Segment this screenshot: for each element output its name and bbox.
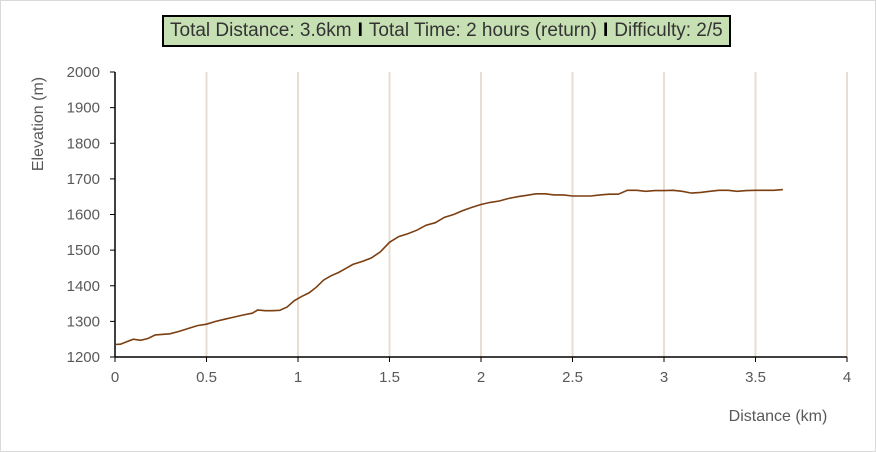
x-tick-label: 0.5 (196, 369, 217, 386)
y-tick-label: 1700 (67, 171, 100, 188)
x-tick-label: 0 (111, 369, 119, 386)
y-tick-label: 1500 (67, 242, 100, 259)
x-axis-label: Distance (km) (729, 408, 828, 425)
y-tick-label: 1800 (67, 135, 100, 152)
y-tick-label: 2000 (67, 64, 100, 81)
x-tick-label: 1 (294, 369, 302, 386)
summary-separator: I (603, 20, 609, 41)
total-time-label: Total Time: 2 hours (return) (368, 20, 598, 41)
x-tick-label: 4 (843, 369, 851, 386)
y-tick-label: 1400 (67, 278, 100, 295)
y-axis-label: Elevation (m) (30, 77, 47, 171)
y-tick-label: 1300 (67, 313, 100, 330)
x-tick-label: 3 (660, 369, 668, 386)
y-tick-label: 1900 (67, 100, 100, 117)
trail-summary-box: Total Distance: 3.6km I Total Time: 2 ho… (162, 15, 731, 47)
axes (110, 71, 848, 362)
x-tick-labels: 0 0.5 1 1.5 2 2.5 3 3.5 4 (111, 369, 851, 386)
x-tick-label: 1.5 (379, 369, 400, 386)
difficulty-label: Difficulty: 2/5 (614, 20, 723, 41)
total-distance-label: Total Distance: 3.6km (170, 20, 352, 41)
y-tick-label: 1200 (67, 349, 100, 366)
x-tick-label: 2 (477, 369, 485, 386)
summary-separator: I (357, 20, 363, 41)
vertical-gridlines (205, 72, 848, 357)
elevation-line (114, 188, 783, 346)
x-tick-label: 3.5 (745, 369, 766, 386)
y-tick-labels: 1200 1300 1400 1500 1600 1700 1800 1900 2000 (67, 64, 100, 366)
y-tick-label: 1600 (67, 207, 100, 224)
x-tick-label: 2.5 (562, 369, 583, 386)
